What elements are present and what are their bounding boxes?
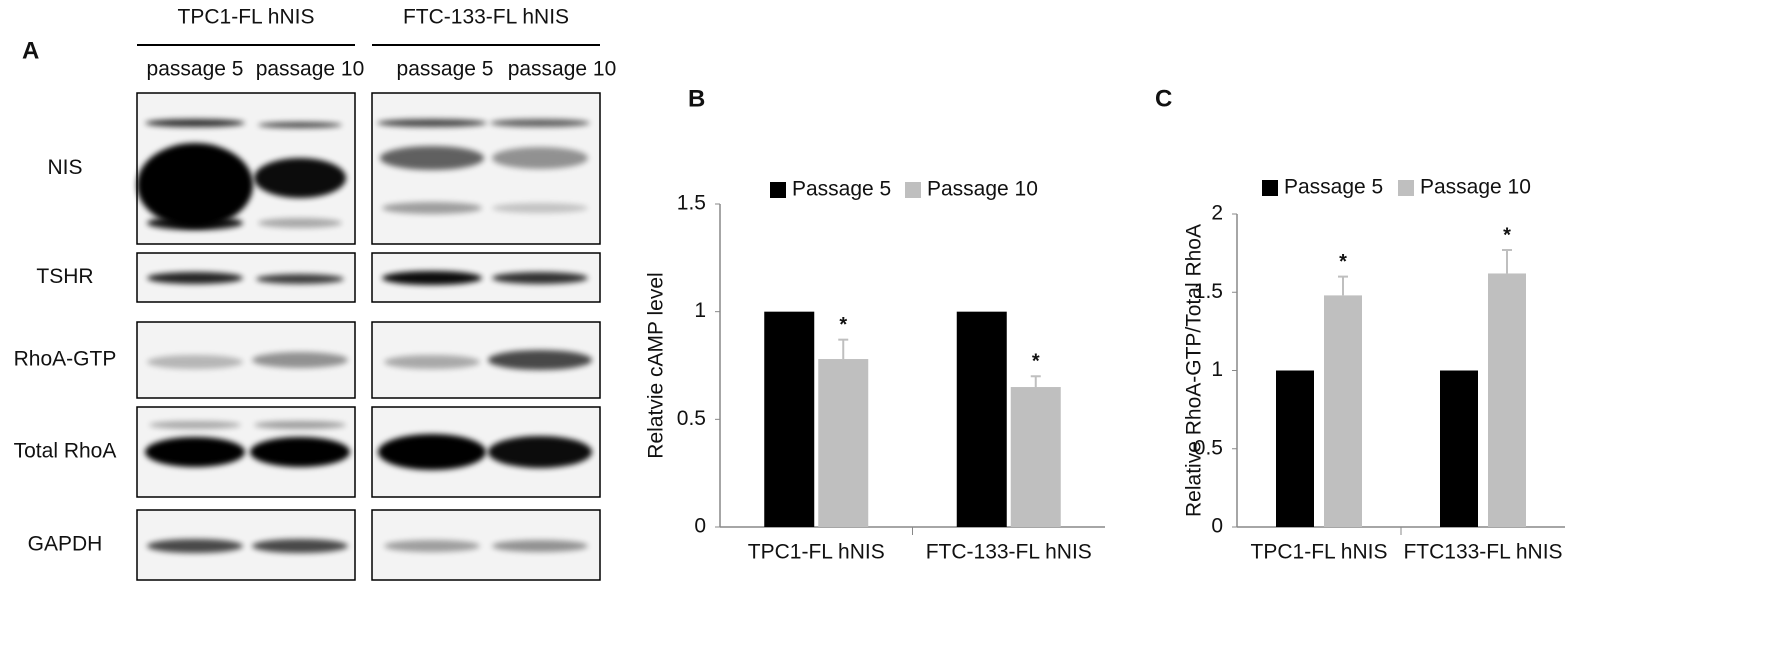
blot-band xyxy=(382,271,482,285)
significance-mark: * xyxy=(839,314,847,336)
legend-label: Passage 5 xyxy=(1284,176,1383,199)
blot-band xyxy=(380,146,484,170)
bar xyxy=(1440,370,1478,527)
row-label: TSHR xyxy=(36,265,93,288)
blot-band xyxy=(492,147,588,169)
significance-mark: * xyxy=(1032,351,1040,373)
x-tick-label: FTC-133-FL hNIS xyxy=(926,541,1092,564)
blot-band xyxy=(492,272,588,284)
bar xyxy=(1324,295,1362,527)
y-tick-label: 1 xyxy=(1211,358,1223,381)
blot-band xyxy=(492,203,588,213)
x-tick-label: TPC1-FL hNIS xyxy=(748,541,885,564)
blot-frame xyxy=(371,92,601,245)
row-label: NIS xyxy=(47,156,82,179)
blot-band xyxy=(256,274,344,284)
y-tick-label: 1 xyxy=(694,299,706,322)
y-tick-label: 1.5 xyxy=(677,192,706,215)
panel-label: B xyxy=(688,85,705,112)
x-tick-label: FTC133-FL hNIS xyxy=(1403,541,1562,564)
legend-swatch xyxy=(1262,180,1278,196)
panel-label: A xyxy=(22,37,39,64)
y-tick-label: 2 xyxy=(1211,202,1223,225)
blot-band xyxy=(147,272,243,284)
y-tick-label: 0 xyxy=(694,515,706,538)
y-axis-label: Relative RhoA-GTP/Total RhoA xyxy=(1183,224,1206,517)
y-axis-label: Relatvie cAMP level xyxy=(645,272,668,458)
bar xyxy=(956,311,1007,527)
significance-mark: * xyxy=(1503,224,1511,246)
lane-label: passage 10 xyxy=(508,58,617,81)
significance-mark: * xyxy=(1339,251,1347,273)
y-tick-label: 0 xyxy=(1211,515,1223,538)
blot-band xyxy=(382,202,482,214)
legend-swatch xyxy=(1398,180,1414,196)
row-label: Total RhoA xyxy=(14,440,117,463)
blot-band xyxy=(250,437,350,467)
blot-band xyxy=(147,539,243,553)
blot-band xyxy=(254,421,346,429)
legend-swatch xyxy=(770,182,786,198)
blot-band xyxy=(384,540,480,552)
legend-label: Passage 10 xyxy=(927,178,1038,201)
y-tick-label: 0.5 xyxy=(1194,436,1223,459)
blot-band xyxy=(252,352,348,368)
blot-band xyxy=(147,216,243,230)
bar xyxy=(818,359,869,527)
blot-band xyxy=(147,355,243,369)
blot-band xyxy=(384,355,480,369)
legend-label: Passage 10 xyxy=(1420,176,1531,199)
lane-label: passage 5 xyxy=(397,58,494,81)
legend-swatch xyxy=(905,182,921,198)
group-label: TPC1-FL hNIS xyxy=(178,6,315,29)
row-label: RhoA-GTP xyxy=(14,348,117,371)
y-tick-label: 0.5 xyxy=(677,407,706,430)
blot-band xyxy=(378,434,486,470)
lane-label: passage 10 xyxy=(256,58,365,81)
blot-band xyxy=(490,119,590,127)
blot-band xyxy=(254,158,346,198)
blot-band xyxy=(145,437,245,467)
bar xyxy=(1010,387,1061,527)
blot-band xyxy=(377,119,487,127)
blot-band xyxy=(258,218,342,228)
bar xyxy=(1488,273,1526,527)
legend-label: Passage 5 xyxy=(792,178,891,201)
y-tick-label: 1.5 xyxy=(1194,280,1223,303)
bar xyxy=(1276,370,1314,527)
row-label: GAPDH xyxy=(28,533,103,556)
blot-band xyxy=(488,350,592,370)
blot-band xyxy=(137,143,253,227)
x-tick-label: TPC1-FL hNIS xyxy=(1251,541,1388,564)
blot-band xyxy=(149,421,241,429)
panel-label: C xyxy=(1155,85,1172,112)
blot-band xyxy=(252,539,348,553)
bar xyxy=(764,311,815,527)
blot-band xyxy=(145,119,245,127)
group-label: FTC-133-FL hNIS xyxy=(403,6,569,29)
blot-band xyxy=(492,540,588,552)
blot-band xyxy=(488,436,592,468)
blot-band xyxy=(258,122,342,128)
lane-label: passage 5 xyxy=(147,58,244,81)
